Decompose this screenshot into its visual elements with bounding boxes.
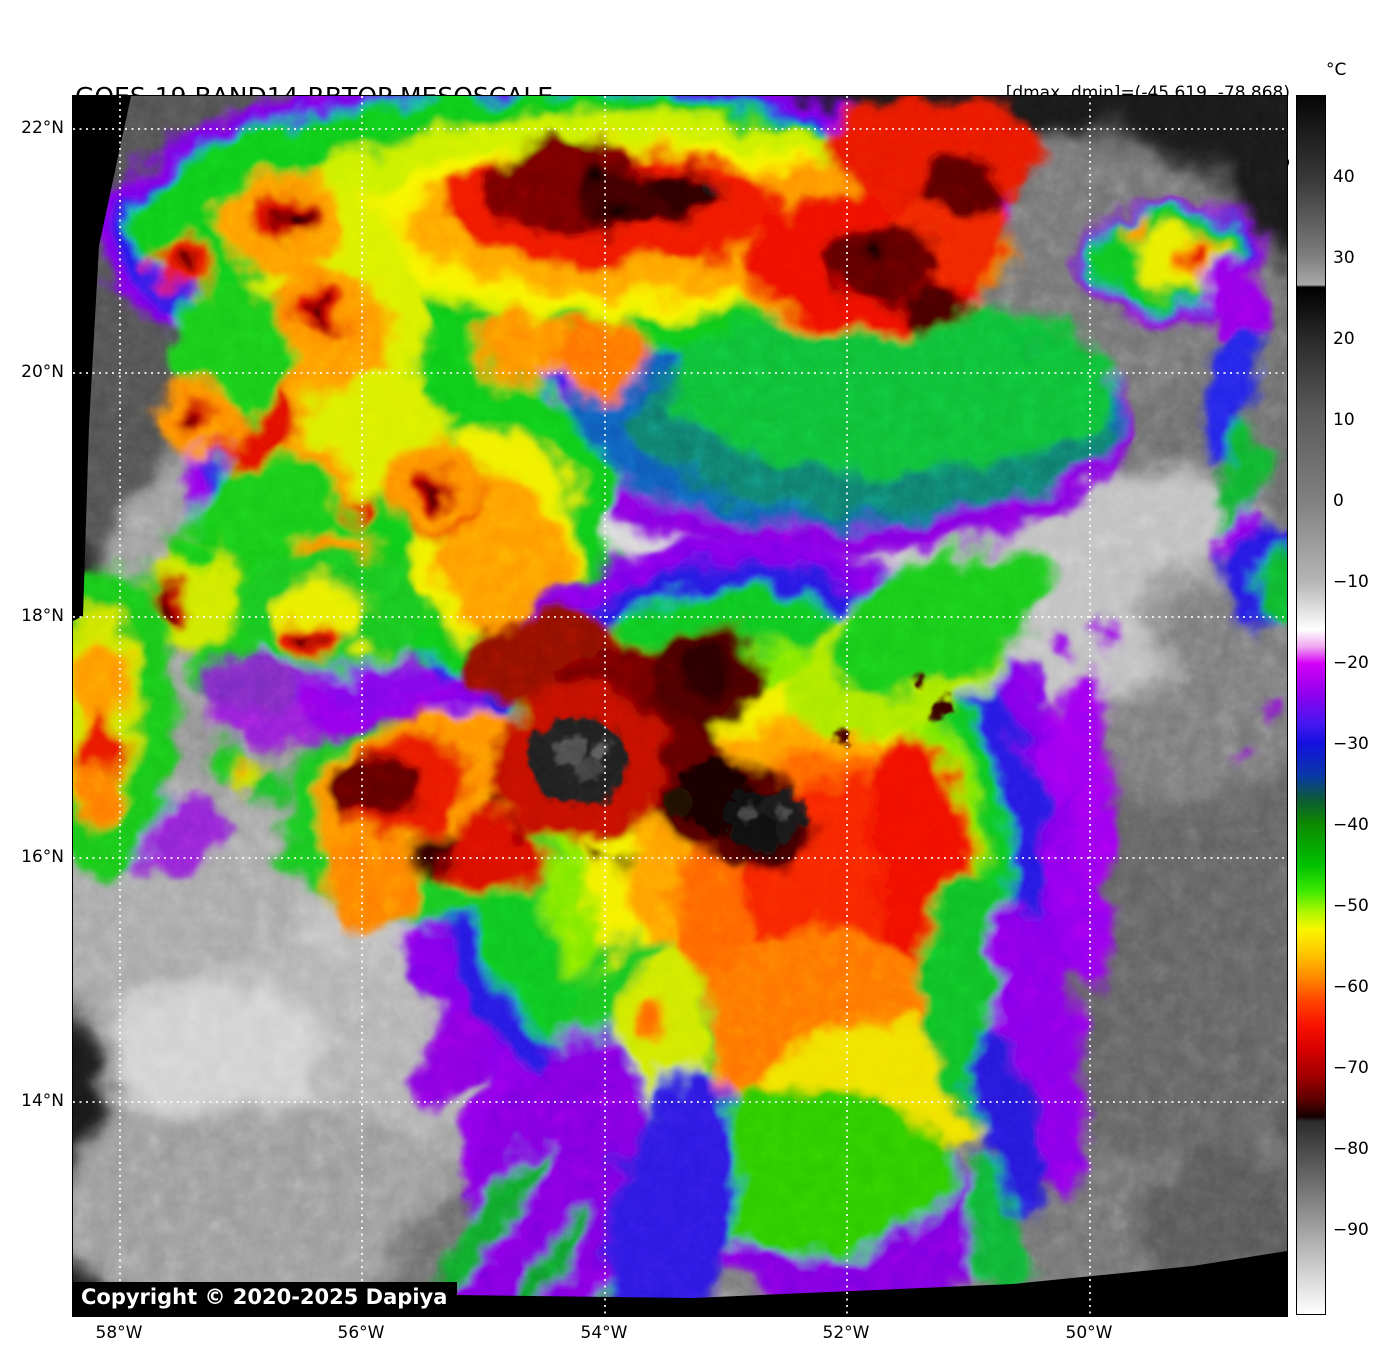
lon-label-54w: 54°W <box>580 1323 628 1343</box>
colorbar-tick-40: 40 <box>1333 167 1355 187</box>
lat-label-20n: 20°N <box>21 362 64 382</box>
colorbar-tick-n40: −40 <box>1333 815 1369 835</box>
colorbar-tick-0: 0 <box>1333 491 1344 511</box>
lat-label-18n: 18°N <box>21 606 64 626</box>
colorbar-tick-n50: −50 <box>1333 896 1369 916</box>
colorbar-tick-n90: −90 <box>1333 1220 1369 1240</box>
colorbar-tick-n20: −20 <box>1333 653 1369 673</box>
colorbar-tick-n60: −60 <box>1333 977 1369 997</box>
colorbar-tick-20: 20 <box>1333 329 1355 349</box>
latlon-gridlines <box>73 96 1287 1316</box>
colorbar-tick-n30: −30 <box>1333 734 1369 754</box>
colorbar-tick-30: 30 <box>1333 248 1355 268</box>
lon-label-52w: 52°W <box>822 1323 870 1343</box>
colorbar-tick-n10: −10 <box>1333 572 1369 592</box>
satellite-map-image: Copyright © 2020-2025 Dapiya <box>72 95 1288 1317</box>
lat-label-14n: 14°N <box>21 1091 64 1111</box>
swath-edge-topleft <box>73 96 131 621</box>
colorbar-unit-label: °C <box>1326 60 1347 80</box>
copyright-notice: Copyright © 2020-2025 Dapiya <box>73 1282 458 1314</box>
lon-label-58w: 58°W <box>95 1323 143 1343</box>
temperature-colorbar <box>1296 95 1326 1315</box>
colorbar-tick-10: 10 <box>1333 410 1355 430</box>
colorbar-tick-n70: −70 <box>1333 1058 1369 1078</box>
colorbar-tick-n80: −80 <box>1333 1139 1369 1159</box>
fine-grain-noise <box>73 96 1287 1316</box>
lon-label-50w: 50°W <box>1065 1323 1113 1343</box>
lat-label-16n: 16°N <box>21 847 64 867</box>
lon-label-56w: 56°W <box>337 1323 385 1343</box>
lat-label-22n: 22°N <box>21 118 64 138</box>
satellite-scene <box>73 96 1287 1316</box>
